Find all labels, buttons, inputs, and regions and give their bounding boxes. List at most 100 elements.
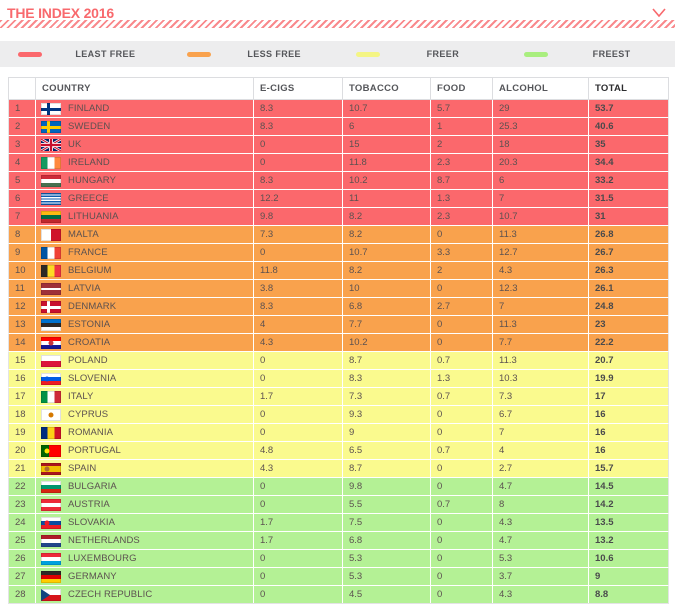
cell-country: POLAND [35, 351, 254, 370]
flag-emblem [48, 340, 54, 345]
flag-icon [41, 444, 61, 457]
country-name: NETHERLANDS [68, 535, 140, 546]
cell-tobacco: 6.8 [342, 297, 431, 316]
cell-total: 26.1 [588, 279, 669, 298]
country-cell-content: BULGARIA [41, 480, 253, 493]
cell-country: ESTONIA [35, 315, 254, 334]
country-cell-content: NETHERLANDS [41, 534, 253, 547]
cell-country: FRANCE [35, 243, 254, 262]
flag-icon [41, 480, 61, 493]
cell-food: 0 [430, 585, 493, 604]
table-row: 2 SWEDEN 8.3 6 1 25.3 40.6 [8, 117, 669, 136]
cell-country: CYPRUS [35, 405, 254, 424]
cell-rank: 22 [8, 477, 36, 496]
cell-ecigs: 4.3 [253, 459, 343, 478]
cell-country: BULGARIA [35, 477, 254, 496]
cell-ecigs: 1.7 [253, 531, 343, 550]
country-cell-content: CZECH REPUBLIC [41, 588, 253, 601]
cell-country: SLOVAKIA [35, 513, 254, 532]
cell-tobacco: 9.8 [342, 477, 431, 496]
cell-total: 15.7 [588, 459, 669, 478]
cell-rank: 3 [8, 135, 36, 154]
country-name: FRANCE [68, 247, 108, 258]
cell-total: 53.7 [588, 99, 669, 118]
cell-total: 19.9 [588, 369, 669, 388]
cell-alcohol: 7 [492, 189, 589, 208]
flag-icon [41, 318, 61, 331]
cell-rank: 25 [8, 531, 36, 550]
cell-alcohol: 7.3 [492, 387, 589, 406]
column-header-food: FOOD [430, 77, 493, 100]
cell-tobacco: 11.8 [342, 153, 431, 172]
cell-total: 40.6 [588, 117, 669, 136]
cell-ecigs: 0 [253, 153, 343, 172]
cell-food: 5.7 [430, 99, 493, 118]
flag-icon [41, 588, 61, 601]
country-name: MALTA [68, 229, 99, 240]
cell-country: LITHUANIA [35, 207, 254, 226]
country-cell-content: CROATIA [41, 336, 253, 349]
country-name: FINLAND [68, 103, 110, 114]
cell-food: 0 [430, 333, 493, 352]
cell-ecigs: 8.3 [253, 171, 343, 190]
flag-emblem [44, 376, 50, 381]
table-row: 11 LATVIA 3.8 10 0 12.3 26.1 [8, 279, 669, 298]
cell-food: 0.7 [430, 441, 493, 460]
cell-rank: 23 [8, 495, 36, 514]
country-name: HUNGARY [68, 175, 117, 186]
cell-tobacco: 8.2 [342, 261, 431, 280]
table-row: 4 IRELAND 0 11.8 2.3 20.3 34.4 [8, 153, 669, 172]
cell-rank: 2 [8, 117, 36, 136]
cell-total: 26.7 [588, 243, 669, 262]
cell-food: 0 [430, 225, 493, 244]
country-name: LUXEMBOURG [68, 553, 137, 564]
flag-icon [41, 552, 61, 565]
index-table: COUNTRY E-CIGS TOBACCO FOOD ALCOHOL TOTAL 1 FI… [8, 77, 669, 604]
flag-icon [41, 228, 61, 241]
country-name: LATVIA [68, 283, 101, 294]
cell-country: GERMANY [35, 567, 254, 586]
cell-ecigs: 0 [253, 567, 343, 586]
cell-rank: 16 [8, 369, 36, 388]
chevron-down-icon[interactable] [651, 6, 667, 18]
table-row: 24 SLOVAKIA 1.7 7.5 0 4.3 13.5 [8, 513, 669, 532]
table-header-row: COUNTRY E-CIGS TOBACCO FOOD ALCOHOL TOTAL [8, 77, 669, 100]
country-cell-content: SPAIN [41, 462, 253, 475]
flag-icon [41, 210, 61, 223]
country-cell-content: ITALY [41, 390, 253, 403]
country-name: SWEDEN [68, 121, 111, 132]
cell-food: 2 [430, 261, 493, 280]
cell-country: GREECE [35, 189, 254, 208]
table-row: 21 SPAIN 4.3 8.7 0 2.7 15.7 [8, 459, 669, 478]
cell-total: 10.6 [588, 549, 669, 568]
cell-country: NETHERLANDS [35, 531, 254, 550]
cell-alcohol: 4.7 [492, 477, 589, 496]
hatched-divider [0, 20, 675, 28]
cell-alcohol: 10.7 [492, 207, 589, 226]
country-cell-content: POLAND [41, 354, 253, 367]
country-name: GERMANY [68, 571, 117, 582]
country-name: POLAND [68, 355, 108, 366]
cell-ecigs: 7.3 [253, 225, 343, 244]
cell-alcohol: 5.3 [492, 549, 589, 568]
cell-total: 9 [588, 567, 669, 586]
cell-alcohol: 4.3 [492, 585, 589, 604]
cell-country: BELGIUM [35, 261, 254, 280]
country-name: SLOVAKIA [68, 517, 116, 528]
cell-ecigs: 0 [253, 477, 343, 496]
country-cell-content: CYPRUS [41, 408, 253, 421]
cell-country: UK [35, 135, 254, 154]
cell-ecigs: 4.8 [253, 441, 343, 460]
legend-group: LESS FREE [169, 49, 338, 59]
flag-icon [41, 102, 61, 115]
cell-food: 0 [430, 405, 493, 424]
cell-food: 0.7 [430, 495, 493, 514]
cell-food: 0 [430, 315, 493, 334]
table-row: 6 GREECE 12.2 11 1.3 7 31.5 [8, 189, 669, 208]
cell-alcohol: 11.3 [492, 225, 589, 244]
cell-total: 20.7 [588, 351, 669, 370]
cell-alcohol: 4.3 [492, 261, 589, 280]
flag-emblem [44, 520, 50, 525]
country-cell-content: LATVIA [41, 282, 253, 295]
